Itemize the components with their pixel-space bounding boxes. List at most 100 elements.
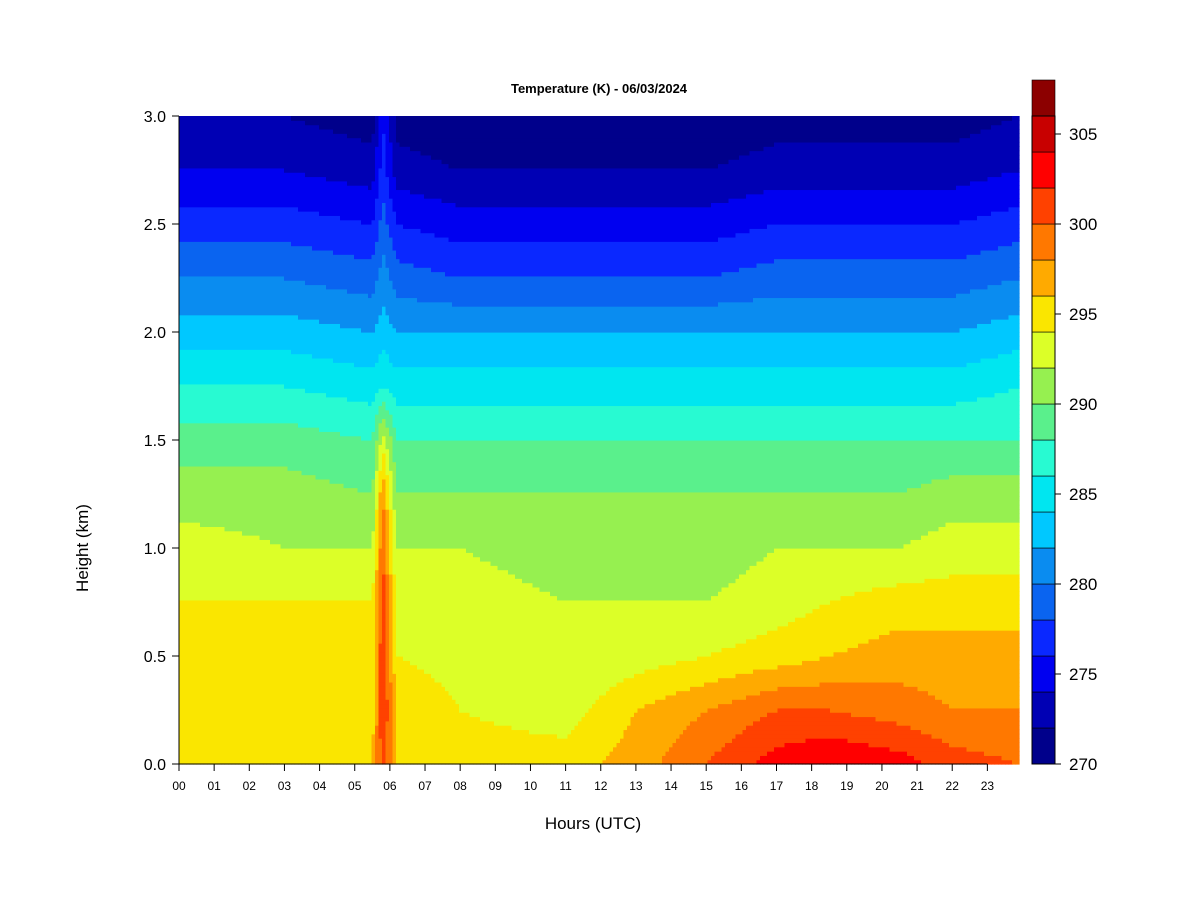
- heatmap-cell: [273, 297, 278, 303]
- heatmap-cell: [273, 664, 278, 670]
- heatmap-cell: [266, 647, 271, 653]
- heatmap-cell: [238, 224, 243, 229]
- heatmap-cell: [179, 573, 184, 579]
- heatmap-cell: [245, 211, 250, 216]
- heatmap-cell: [249, 323, 254, 329]
- heatmap-cell: [249, 137, 254, 143]
- heatmap-cell: [231, 224, 236, 229]
- heatmap-cell: [210, 414, 215, 419]
- heatmap-cell: [277, 448, 282, 454]
- heatmap-cell: [263, 556, 268, 562]
- heatmap-cell: [270, 392, 275, 398]
- heatmap-cell: [242, 552, 247, 558]
- heatmap-cell: [217, 565, 222, 571]
- heatmap-cell: [203, 703, 208, 709]
- heatmap-cell: [273, 504, 278, 510]
- heatmap-cell: [256, 712, 261, 718]
- heatmap-cell: [200, 716, 205, 722]
- heatmap-cell: [200, 422, 205, 428]
- heatmap-cell: [245, 228, 250, 234]
- heatmap-cell: [203, 141, 208, 147]
- heatmap-cell: [238, 159, 243, 165]
- heatmap-cell: [277, 301, 282, 307]
- heatmap-cell: [210, 474, 215, 480]
- heatmap-cell: [228, 306, 233, 311]
- heatmap-cell: [256, 599, 261, 605]
- heatmap-cell: [228, 586, 233, 592]
- heatmap-cell: [193, 552, 198, 558]
- heatmap-cell: [259, 647, 264, 653]
- heatmap-cell: [291, 586, 296, 592]
- heatmap-cell: [287, 591, 292, 597]
- heatmap-cell: [217, 617, 222, 623]
- heatmap-cell: [259, 694, 264, 700]
- heatmap-cell: [196, 755, 201, 761]
- heatmap-cell: [273, 146, 278, 152]
- heatmap-cell: [210, 677, 215, 683]
- heatmap-cell: [256, 755, 261, 761]
- heatmap-cell: [249, 280, 254, 286]
- heatmap-cell: [284, 314, 289, 320]
- heatmap-cell: [249, 612, 254, 618]
- heatmap-cell: [228, 340, 233, 346]
- heatmap-cell: [245, 362, 250, 368]
- heatmap-cell: [221, 621, 226, 627]
- heatmap-cell: [186, 258, 191, 264]
- heatmap-cell: [287, 699, 292, 705]
- heatmap-cell: [203, 608, 208, 614]
- heatmap-cell: [284, 211, 289, 216]
- heatmap-cell: [200, 733, 205, 739]
- heatmap-cell: [277, 249, 282, 255]
- heatmap-cell: [242, 327, 247, 333]
- heatmap-cell: [203, 681, 208, 687]
- heatmap-cell: [256, 379, 261, 385]
- heatmap-cell: [287, 323, 292, 329]
- heatmap-cell: [231, 422, 236, 428]
- heatmap-cell: [277, 452, 282, 458]
- heatmap-cell: [221, 288, 226, 294]
- heatmap-cell: [179, 349, 184, 355]
- heatmap-cell: [179, 427, 184, 432]
- heatmap-cell: [242, 565, 247, 571]
- heatmap-cell: [182, 643, 187, 648]
- heatmap-cell: [179, 491, 184, 497]
- heatmap-cell: [238, 487, 243, 493]
- heatmap-cell: [189, 314, 194, 320]
- heatmap-cell: [252, 418, 257, 424]
- heatmap-cell: [221, 362, 226, 368]
- heatmap-cell: [287, 733, 292, 739]
- heatmap-cell: [217, 690, 222, 696]
- heatmap-cell: [207, 288, 212, 294]
- heatmap-cell: [273, 323, 278, 329]
- heatmap-cell: [249, 664, 254, 670]
- heatmap-cell: [186, 301, 191, 307]
- heatmap-cell: [235, 319, 240, 324]
- heatmap-cell: [252, 180, 257, 186]
- heatmap-cell: [200, 595, 205, 601]
- heatmap-cell: [207, 509, 212, 515]
- heatmap-cell: [221, 332, 226, 337]
- heatmap-cell: [252, 306, 257, 311]
- heatmap-cell: [291, 293, 296, 299]
- heatmap-cell: [245, 388, 250, 394]
- heatmap-cell: [287, 452, 292, 458]
- heatmap-cell: [291, 427, 296, 432]
- heatmap-cell: [182, 336, 187, 342]
- heatmap-cell: [287, 440, 292, 445]
- heatmap-cell: [207, 249, 212, 255]
- heatmap-cell: [193, 556, 198, 562]
- heatmap-cell: [238, 621, 243, 627]
- heatmap-cell: [235, 172, 240, 178]
- heatmap-cell: [256, 427, 261, 432]
- heatmap-cell: [217, 656, 222, 661]
- heatmap-cell: [200, 193, 205, 199]
- heatmap-cell: [217, 560, 222, 566]
- heatmap-cell: [259, 280, 264, 286]
- heatmap-cell: [196, 293, 201, 299]
- heatmap-cell: [186, 500, 191, 506]
- heatmap-cell: [238, 163, 243, 169]
- heatmap-cell: [207, 185, 212, 191]
- heatmap-cell: [224, 232, 229, 238]
- heatmap-cell: [280, 707, 285, 713]
- heatmap-cell: [193, 668, 198, 674]
